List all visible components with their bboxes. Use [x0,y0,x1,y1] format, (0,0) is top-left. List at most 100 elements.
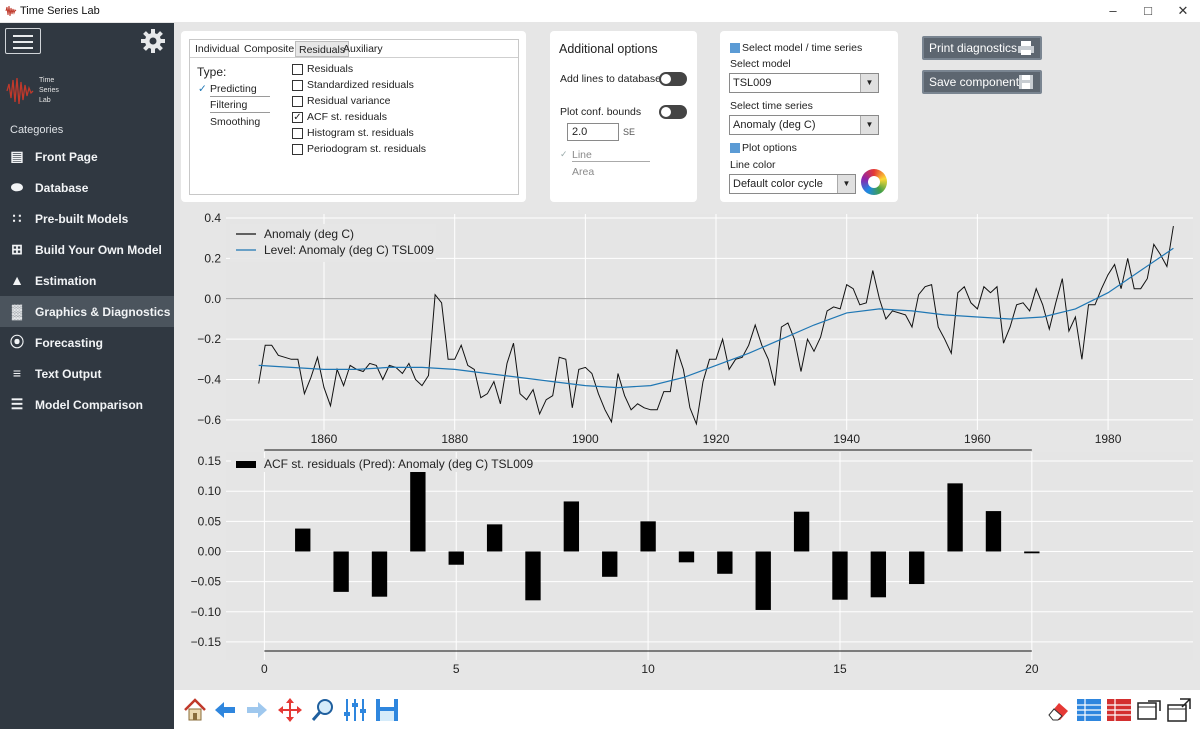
eraser-icon[interactable] [1046,697,1072,723]
floppy-disk-icon [1019,75,1033,89]
sidebar-item-model-comparison[interactable]: ☰ Model Comparison [0,389,174,420]
text-output-icon: ≡ [12,365,22,381]
sidebar-item-label: Graphics & Diagnostics [35,305,171,319]
logo-text-line2: Series [39,87,59,94]
sidebar-item-database[interactable]: ⬬ Database [0,172,174,203]
conf-bounds-label: Plot conf. bounds [560,106,642,118]
pan-move-icon[interactable] [277,697,303,723]
window-popout-icon[interactable] [1166,697,1192,723]
model-select[interactable]: TSL009 ▼ [729,73,879,93]
conf-value-input[interactable]: 2.0 [567,123,619,141]
tab-composite[interactable]: Composite [244,43,295,55]
select-model-label: Select model [730,58,791,70]
model-comparison-icon: ☰ [10,396,24,412]
checkmark-icon: ✓ [198,83,207,95]
categories-label: Categories [10,124,64,136]
conf-bounds-toggle[interactable] [659,105,687,119]
checkbox-label: Periodogram st. residuals [307,143,427,155]
front-page-icon: ▤ [10,148,24,164]
series-select-value: Anomaly (deg C) [733,119,816,131]
hamburger-menu-icon[interactable] [5,28,41,54]
adjust-sliders-icon[interactable] [342,697,368,723]
plot-style-area[interactable]: Area [572,166,595,178]
color-wheel-icon[interactable] [861,169,887,195]
sidebar-item-graphics-diagnostics[interactable]: ▓ Graphics & Diagnostics [0,296,174,327]
conf-unit-label: SE [623,127,636,137]
sidebar-item-build-your-own-model[interactable]: ⊞ Build Your Own Model [0,234,174,265]
logo-text-line3: Lab [39,97,51,104]
checkbox-label: Standardized residuals [307,79,414,91]
sidebar: Time Series Lab Categories ▤ Front Page ⬬ D… [0,23,174,729]
tab-separator [190,57,518,58]
additional-options-title: Additional options [559,42,658,56]
type-option-filtering[interactable]: Filtering [210,99,270,113]
app-logo-icon [5,5,17,17]
tab-auxiliary[interactable]: Auxiliary [343,43,383,55]
table-red-icon[interactable] [1106,697,1132,723]
add-lines-toggle[interactable] [659,72,687,86]
build-model-icon: ⊞ [11,241,23,257]
back-arrow-icon[interactable] [212,697,238,723]
select-series-label: Select time series [730,100,813,112]
plot-options-label: Plot options [742,142,797,154]
model-select-value: TSL009 [733,77,772,89]
checkbox-label: Histogram st. residuals [307,127,414,139]
checkbox-label: Residuals [307,63,354,75]
diagnostics-tabbox: Individual Composite Residuals Auxiliary… [189,39,519,195]
tab-residuals[interactable]: Residuals [295,41,350,57]
sidebar-item-label: Pre-built Models [35,212,129,226]
checkbox-box[interactable] [292,64,303,75]
table-blue-icon[interactable] [1076,697,1102,723]
title-bar: Time Series Lab – □ ✕ [0,0,1200,23]
forward-arrow-icon[interactable] [244,697,270,723]
binoculars-icon: ⦿ [10,334,24,350]
sidebar-item-label: Estimation [35,274,97,288]
print-diagnostics-button[interactable]: Print diagnostics [922,36,1042,60]
type-option-predicting[interactable]: Predicting [210,83,270,97]
print-diagnostics-label: Print diagnostics [929,41,1018,55]
minimize-icon[interactable]: – [1109,3,1117,18]
save-figure-icon[interactable] [374,697,400,723]
chevron-down-icon: ▼ [860,116,878,134]
sidebar-item-estimation[interactable]: ▲ Estimation [0,265,174,296]
series-select[interactable]: Anomaly (deg C) ▼ [729,115,879,135]
checkbox-box[interactable] [292,144,303,155]
save-components-label: Save components [929,75,1026,89]
line-checkmark-icon: ✓ [560,149,568,159]
database-icon: ⬬ [11,179,23,195]
checkbox-box[interactable] [292,128,303,139]
plot-style-line[interactable]: Line [572,149,650,162]
line-color-select[interactable]: Default color cycle ▼ [729,174,856,194]
sidebar-item-pre-built-models[interactable]: ∷ Pre-built Models [0,203,174,234]
sidebar-item-text-output[interactable]: ≡ Text Output [0,358,174,389]
select-model-series-header: Select model / time series [742,42,863,54]
estimation-icon: ▲ [10,272,24,288]
checkbox-box[interactable] [292,96,303,107]
zoom-magnifier-icon[interactable] [310,697,336,723]
sidebar-item-forecasting[interactable]: ⦿ Forecasting [0,327,174,358]
checkbox-label: Residual variance [307,95,391,107]
maximize-icon[interactable]: □ [1144,3,1152,18]
checkbox-box[interactable]: ✓ [292,112,303,123]
checkbox-box[interactable] [292,80,303,91]
line-color-value: Default color cycle [733,178,823,190]
close-icon[interactable]: ✕ [1177,3,1189,18]
expand-icon[interactable] [730,143,740,153]
save-components-button[interactable]: Save components [922,70,1042,94]
expand-icon[interactable] [730,43,740,53]
home-icon[interactable] [182,697,208,723]
logo-waveform-icon [6,77,34,105]
chevron-down-icon: ▼ [837,175,855,193]
line-color-label: Line color [730,159,776,171]
sidebar-item-label: Build Your Own Model [35,243,162,257]
sidebar-item-label: Forecasting [35,336,104,350]
window-layout-icon[interactable] [1136,697,1162,723]
gear-icon[interactable] [140,28,166,54]
sidebar-item-label: Text Output [35,367,102,381]
logo-text-line1: Time [39,77,55,84]
chevron-down-icon: ▼ [860,74,878,92]
tab-individual[interactable]: Individual [195,43,240,55]
sidebar-item-front-page[interactable]: ▤ Front Page [0,141,174,172]
type-option-smoothing[interactable]: Smoothing [210,116,261,128]
checkbox-label: ACF st. residuals [307,111,387,123]
